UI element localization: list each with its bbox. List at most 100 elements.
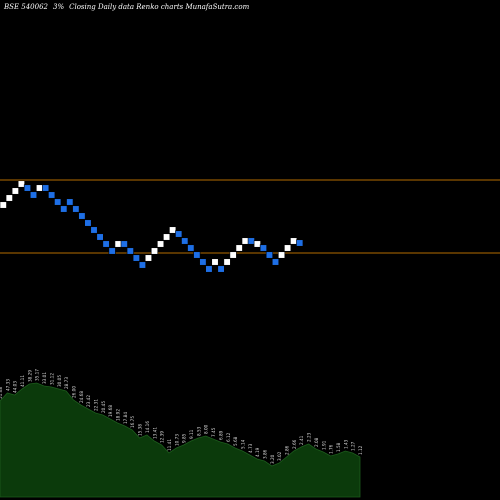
volume-label: 51.68 (0, 387, 3, 399)
brick-size-label: 3% (53, 3, 65, 11)
volume-label: 4.19 (255, 447, 260, 457)
up-brick (35, 184, 44, 192)
volume-label: 15.38 (138, 424, 143, 436)
chart-header: BSE 540062 3% Closing Daily data Renko cha… (4, 3, 254, 11)
volume-label: 31.12 (49, 373, 54, 385)
volume-label: 20.45 (101, 401, 106, 413)
volume-label: 38.29 (27, 370, 32, 382)
down-brick (72, 205, 80, 213)
volume-label: 9.11 (189, 429, 194, 439)
volume-label: 10.73 (174, 434, 179, 446)
volume-label: 28.73 (64, 377, 69, 389)
up-brick (277, 251, 286, 259)
volume-label: 41.11 (20, 375, 25, 387)
volume-label: 1.43 (343, 439, 348, 449)
down-brick (175, 230, 183, 238)
volume-area-shape (0, 382, 361, 498)
volume-label: 11.41 (167, 439, 172, 451)
up-brick (11, 187, 19, 195)
volume-label: 1.58 (336, 442, 341, 452)
up-brick (284, 244, 292, 252)
volume-label: 3.86 (262, 449, 267, 459)
volume-label: 16.75 (130, 416, 135, 428)
up-brick (223, 258, 231, 266)
volume-label: 26.00 (71, 386, 76, 398)
down-brick (29, 191, 38, 199)
volume-label: 3.02 (277, 451, 282, 461)
volume-label: 22.31 (94, 399, 99, 411)
up-brick (253, 240, 261, 248)
down-brick (132, 254, 140, 262)
volume-label: 2.08 (314, 437, 319, 447)
volume-label: 1.12 (358, 445, 363, 455)
renko-bricks (0, 180, 304, 273)
down-brick (296, 239, 304, 247)
volume-label: 19.68 (108, 405, 113, 417)
down-brick (271, 258, 280, 266)
down-brick (90, 226, 98, 234)
down-brick (48, 191, 56, 199)
up-brick (211, 258, 219, 266)
down-brick (247, 237, 255, 245)
up-brick (163, 233, 171, 241)
volume-label: 2.86 (285, 445, 290, 455)
down-brick (102, 240, 110, 248)
down-brick (84, 219, 92, 227)
up-brick (144, 254, 152, 262)
volume-label: 1.91 (321, 440, 326, 450)
volume-label: 5.68 (233, 436, 238, 446)
volume-label: 1.27 (351, 441, 356, 451)
down-brick (78, 212, 86, 220)
down-brick (193, 251, 201, 259)
down-brick (205, 265, 213, 273)
volume-label: 2.41 (299, 435, 304, 445)
down-brick (126, 247, 134, 255)
down-brick (96, 233, 104, 241)
chart-title: Closing Daily data Renko charts MunafaSu… (69, 3, 250, 11)
down-brick (138, 261, 146, 269)
symbol-label: BSE 540062 (4, 3, 48, 11)
level-lines (0, 179, 500, 254)
volume-label: 2.66 (292, 439, 297, 449)
up-brick (0, 201, 7, 209)
up-brick (290, 237, 298, 245)
volume-label: 47.33 (5, 379, 10, 391)
down-brick (217, 265, 225, 273)
up-brick (114, 240, 122, 248)
down-brick (259, 244, 267, 252)
volume-label: 23.42 (86, 395, 91, 407)
up-brick (150, 247, 159, 255)
volume-label: 18.92 (116, 409, 121, 421)
up-brick (235, 244, 243, 252)
volume-label: 6.89 (218, 430, 223, 440)
volume-label: 13.41 (152, 427, 157, 439)
up-brick (229, 251, 237, 259)
down-brick (42, 184, 50, 192)
volume-label: 7.45 (211, 427, 216, 437)
down-brick (60, 205, 68, 213)
volume-label: 2.23 (307, 432, 312, 442)
up-brick (17, 180, 25, 188)
volume-label: 4.73 (248, 443, 253, 453)
volume-label: 6.12 (226, 432, 231, 442)
volume-label: 35.17 (35, 369, 40, 381)
volume-label: 17.84 (123, 412, 128, 424)
up-brick (169, 226, 177, 234)
volume-label: 1.76 (329, 444, 334, 454)
volume-label: 8.00 (204, 424, 209, 434)
volume-label: 3.20 (270, 454, 275, 464)
down-brick (23, 184, 32, 192)
down-brick (120, 240, 128, 248)
volume-label: 44.03 (13, 381, 18, 393)
volume-area (0, 382, 361, 498)
up-brick (5, 194, 13, 202)
volume-label: 9.85 (182, 433, 187, 443)
down-brick (187, 244, 195, 252)
down-brick (265, 251, 274, 259)
volume-label: 30.05 (57, 375, 62, 387)
volume-label: 24.68 (79, 391, 84, 403)
up-brick (241, 237, 249, 245)
up-brick (157, 240, 165, 248)
